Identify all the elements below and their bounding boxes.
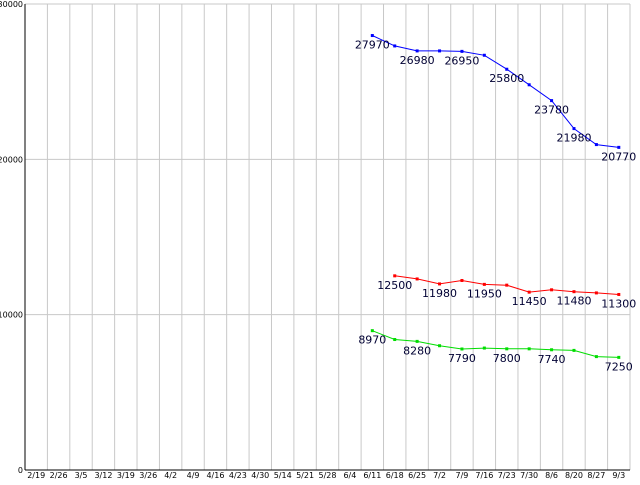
x-tick-labels: 2/19 2/26 3/5 3/12 3/19 3/26 4/2 4/9 4/16 4/23 4/3…: [27, 471, 625, 480]
data-point: [527, 290, 531, 294]
series-layer: [370, 34, 621, 359]
x-tick-label: 6/25: [408, 471, 426, 480]
x-tick-label: 4/9: [187, 471, 200, 480]
data-point: [438, 344, 442, 348]
horizontal-gridlines: [25, 3, 630, 471]
data-label: 11300: [601, 297, 636, 310]
data-point: [415, 339, 419, 343]
data-point: [370, 329, 374, 333]
data-label: 11950: [467, 287, 502, 300]
data-point: [527, 83, 531, 87]
data-point: [572, 348, 576, 352]
x-tick-label: 6/18: [386, 471, 404, 480]
y-tick-labels: 0 10000 20000 30000: [0, 0, 23, 475]
x-tick-label: 6/4: [343, 471, 356, 480]
axes: [24, 4, 630, 471]
vertical-gridlines: [46, 4, 631, 470]
data-point: [550, 288, 554, 292]
data-label: 7790: [448, 352, 476, 365]
series-1: [370, 34, 621, 149]
data-label: 25800: [489, 72, 524, 85]
data-point: [393, 274, 397, 278]
x-tick-label: 4/30: [251, 471, 269, 480]
x-tick-label: 2/26: [50, 471, 68, 480]
data-label: 21980: [556, 132, 591, 145]
x-tick-label: 5/28: [319, 471, 337, 480]
data-point: [415, 49, 419, 53]
data-point: [550, 99, 554, 103]
data-point: [594, 143, 598, 147]
data-label: 11980: [422, 287, 457, 300]
data-point: [460, 278, 464, 282]
data-point: [550, 348, 554, 352]
series-line: [372, 35, 619, 148]
data-labels-layer: 27970 26980 26950 25800 23780 21980 20770 12500…: [355, 39, 636, 374]
x-tick-label: 5/21: [296, 471, 314, 480]
data-label: 8970: [358, 334, 386, 347]
series-line: [372, 330, 619, 358]
x-tick-label: 8/27: [587, 471, 605, 480]
data-label: 12500: [377, 279, 412, 292]
x-tick-label: 8/6: [545, 471, 558, 480]
y-tick-label: 10000: [0, 311, 23, 320]
data-label: 26950: [444, 54, 479, 67]
data-point: [370, 34, 374, 38]
data-point: [617, 145, 621, 149]
data-label: 7800: [493, 352, 521, 365]
data-point: [460, 347, 464, 351]
data-point: [460, 49, 464, 53]
series-3: [370, 329, 621, 359]
x-tick-label: 3/19: [117, 471, 135, 480]
data-point: [617, 292, 621, 296]
data-point: [505, 347, 509, 351]
x-tick-label: 8/20: [565, 471, 583, 480]
y-tick-label: 0: [18, 466, 23, 475]
x-tick-label: 4/23: [229, 471, 247, 480]
x-tick-label: 3/5: [75, 471, 88, 480]
data-label: 20770: [601, 150, 636, 163]
data-label: 7740: [538, 353, 566, 366]
data-point: [438, 49, 442, 53]
x-tick-label: 2/19: [27, 471, 45, 480]
y-tick-label: 30000: [0, 0, 23, 9]
data-point: [505, 67, 509, 71]
series-2: [393, 274, 621, 296]
data-point: [393, 338, 397, 342]
data-point: [482, 53, 486, 57]
data-point: [527, 347, 531, 351]
data-label: 11480: [556, 295, 591, 308]
data-point: [482, 282, 486, 286]
x-tick-label: 9/3: [612, 471, 625, 480]
x-tick-label: 7/30: [520, 471, 538, 480]
x-tick-label: 7/9: [456, 471, 469, 480]
data-point: [594, 291, 598, 295]
data-label: 26980: [400, 54, 435, 67]
x-tick-label: 4/2: [164, 471, 177, 480]
data-point: [438, 282, 442, 286]
y-tick-label: 20000: [0, 155, 23, 164]
data-point: [572, 290, 576, 294]
x-tick-label: 7/23: [498, 471, 516, 480]
data-point: [594, 355, 598, 359]
data-label: 7250: [605, 360, 633, 373]
x-tick-label: 6/11: [363, 471, 381, 480]
data-label: 11450: [512, 295, 547, 308]
data-point: [572, 127, 576, 131]
x-tick-label: 5/14: [274, 471, 292, 480]
data-label: 8280: [403, 344, 431, 357]
data-point: [415, 277, 419, 281]
data-point: [393, 44, 397, 48]
data-point: [505, 283, 509, 287]
data-label: 23780: [534, 104, 569, 117]
x-tick-label: 3/12: [94, 471, 112, 480]
x-tick-label: 7/16: [475, 471, 493, 480]
x-tick-label: 3/26: [139, 471, 157, 480]
x-tick-label: 7/2: [433, 471, 446, 480]
data-point: [482, 346, 486, 350]
data-label: 27970: [355, 39, 390, 52]
data-point: [617, 355, 621, 359]
x-tick-label: 4/16: [206, 471, 224, 480]
